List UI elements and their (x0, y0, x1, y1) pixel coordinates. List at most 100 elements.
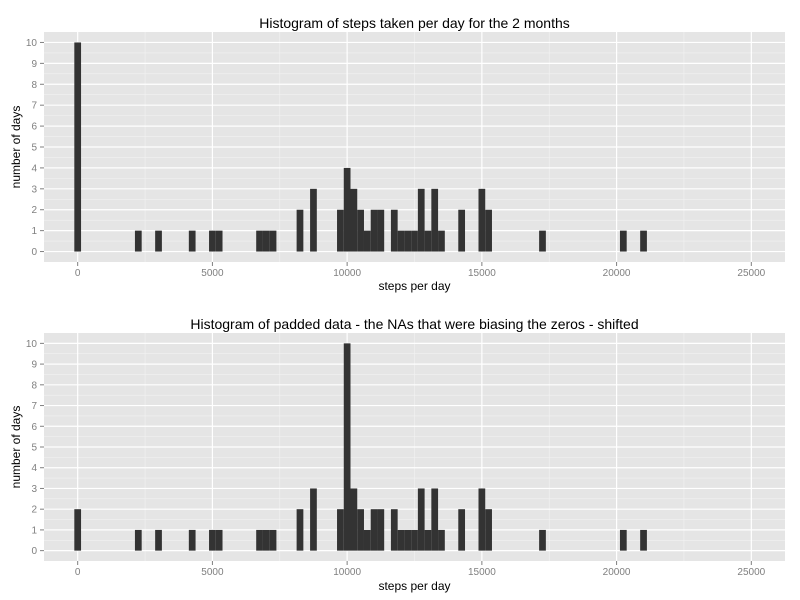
x-tick-label: 10000 (333, 268, 361, 279)
histogram-bar (296, 509, 304, 551)
x-tick-label: 10000 (333, 567, 361, 578)
histogram-bar (397, 529, 405, 551)
histogram-bar (74, 42, 82, 252)
histogram-bar (390, 509, 398, 551)
histogram-bar (431, 188, 439, 252)
histogram-bar (417, 188, 425, 252)
histogram-bar (350, 488, 358, 551)
histogram-bar (74, 509, 82, 551)
histogram-bar (337, 209, 344, 252)
histogram-bar (262, 529, 270, 551)
histogram-bar (256, 230, 263, 252)
histogram-bar (357, 209, 364, 252)
y-tick-label: 0 (31, 247, 37, 258)
histogram-bar (209, 230, 216, 252)
histogram-bar (404, 529, 412, 551)
histogram-bar (188, 529, 196, 551)
y-axis-label: number of days (9, 106, 23, 189)
chart-title: Histogram of steps taken per day for the… (259, 15, 570, 31)
histogram-bar (485, 509, 492, 551)
histogram-bar (215, 529, 223, 551)
x-axis-label: steps per day (378, 279, 450, 293)
y-tick-label: 10 (26, 38, 38, 49)
histogram-bar (411, 230, 418, 252)
x-axis-label: steps per day (378, 579, 450, 593)
histogram-bar (155, 529, 162, 551)
y-tick-label: 5 (31, 143, 37, 154)
y-tick-label: 9 (31, 360, 37, 371)
x-tick-label: 5000 (201, 567, 224, 578)
histogram-bar (411, 529, 418, 551)
histogram-bar (256, 529, 263, 551)
y-tick-label: 6 (31, 422, 37, 433)
x-tick-label: 0 (75, 268, 81, 279)
histogram-bar (438, 230, 445, 252)
y-tick-label: 2 (31, 205, 37, 216)
histogram-bar (417, 488, 425, 551)
y-tick-label: 1 (31, 226, 37, 237)
histogram-bar (458, 209, 466, 252)
histogram-bar (209, 529, 216, 551)
histogram-bar (310, 188, 317, 252)
histogram-bar (296, 209, 304, 252)
histogram-bar (343, 167, 351, 252)
y-tick-label: 7 (31, 401, 37, 412)
y-tick-label: 4 (31, 463, 37, 474)
histogram-bar (424, 230, 432, 252)
histogram-bar (478, 188, 486, 252)
histogram-bar (539, 230, 546, 252)
histogram-bar (343, 343, 351, 551)
histogram-bar (134, 529, 142, 551)
histogram-bar (424, 529, 432, 551)
histogram-bar (377, 509, 385, 551)
chart-panel-1: 0 5000 10000 15000 20000 25000 0 1 2 3 4 5 6 7 8 9 10 His… (9, 15, 785, 293)
histogram-bar (539, 529, 546, 551)
y-tick-label: 6 (31, 122, 37, 133)
x-tick-label: 5000 (201, 268, 224, 279)
y-tick-label: 2 (31, 505, 37, 516)
histogram-bar (269, 230, 277, 252)
histogram-bar (363, 529, 371, 551)
histogram-bar (262, 230, 270, 252)
x-tick-label: 25000 (737, 567, 765, 578)
histogram-bar (134, 230, 142, 252)
histogram-bar (458, 509, 466, 551)
y-tick-label: 4 (31, 163, 37, 174)
x-tick-label: 20000 (603, 567, 631, 578)
histogram-bar (619, 529, 627, 551)
histogram-bar (640, 529, 647, 551)
x-tick-label: 20000 (603, 268, 631, 279)
y-tick-label: 7 (31, 101, 37, 112)
histogram-bar (337, 509, 344, 551)
x-tick-label: 15000 (468, 268, 496, 279)
chart-panel-2: 0 5000 10000 15000 20000 25000 0 1 2 3 4 5 6 7 8 9 10 His… (9, 316, 785, 593)
histogram-bar (370, 509, 378, 551)
histogram-bar (155, 230, 162, 252)
y-tick-label: 0 (31, 546, 37, 557)
y-axis-label: number of days (9, 406, 23, 489)
y-tick-label: 10 (26, 339, 38, 350)
histogram-bar (350, 188, 358, 252)
y-tick-label: 8 (31, 80, 37, 91)
x-tick-label: 0 (75, 567, 81, 578)
histogram-bar (310, 488, 317, 551)
histogram-bar (485, 209, 492, 252)
histogram-bar (397, 230, 405, 252)
histogram-bar (640, 230, 647, 252)
histogram-bar (363, 230, 371, 252)
histogram-bar (619, 230, 627, 252)
histogram-bar (370, 209, 378, 252)
histogram-bar (438, 529, 445, 551)
histogram-bar (215, 230, 223, 252)
x-tick-label: 25000 (737, 268, 765, 279)
histogram-bar (377, 209, 385, 252)
histogram-bar (269, 529, 277, 551)
x-tick-label: 15000 (468, 567, 496, 578)
y-tick-label: 5 (31, 443, 37, 454)
y-tick-label: 3 (31, 184, 37, 195)
histogram-bar (357, 509, 364, 551)
histogram-bar (431, 488, 439, 551)
y-tick-label: 9 (31, 59, 37, 70)
y-tick-label: 8 (31, 380, 37, 391)
